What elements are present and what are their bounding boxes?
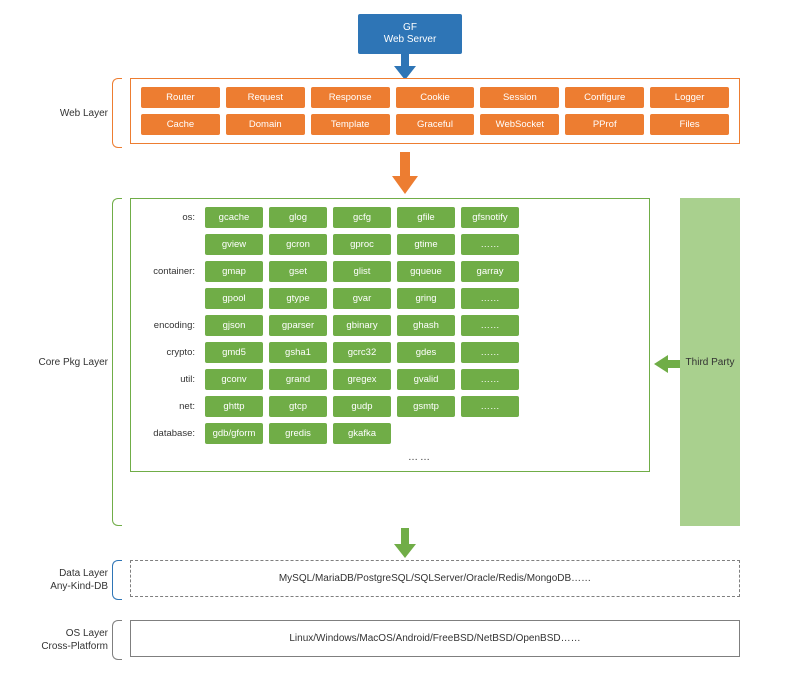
web-row: Cache Domain Template GracefulWebSocket PPro…: [141, 114, 729, 135]
data-layer-label: Data Layer Any-Kind-DB: [18, 560, 118, 600]
module-tag: Session: [480, 87, 559, 108]
core-more: ……: [141, 450, 639, 463]
module-tag: grand: [269, 369, 327, 390]
module-tag: gparser: [269, 315, 327, 336]
module-tag: gtcp: [269, 396, 327, 417]
module-tag: ……: [461, 234, 519, 255]
os-layer-box: Linux/Windows/MacOS/Android/FreeBSD/NetB…: [130, 620, 740, 657]
module-tag: gfile: [397, 207, 455, 228]
core-group-label: database:: [141, 428, 199, 439]
module-tag: Files: [650, 114, 729, 135]
arrow-web-to-core: [405, 152, 418, 194]
module-tag: gcfg: [333, 207, 391, 228]
module-tag: gvar: [333, 288, 391, 309]
core-row: database: gdb/gform gredis gkafka: [141, 423, 639, 444]
module-tag: gset: [269, 261, 327, 282]
module-tag: glog: [269, 207, 327, 228]
core-row: encoding: gjson gparser gbinary ghash ……: [141, 315, 639, 336]
module-tag: Template: [311, 114, 390, 135]
module-tag: gfsnotify: [461, 207, 519, 228]
module-tag: gvalid: [397, 369, 455, 390]
module-tag: Router: [141, 87, 220, 108]
module-tag: Logger: [650, 87, 729, 108]
module-tag: gring: [397, 288, 455, 309]
module-tag: Domain: [226, 114, 305, 135]
core-row: os: gcache glog gcfg gfile gfsnotify: [141, 207, 639, 228]
module-tag: gcrc32: [333, 342, 391, 363]
module-tag: gdes: [397, 342, 455, 363]
module-tag: gview: [205, 234, 263, 255]
module-tag: PProf: [565, 114, 644, 135]
third-party-box: Third Party: [680, 198, 740, 526]
module-tag: gcache: [205, 207, 263, 228]
core-group-label: crypto:: [141, 347, 199, 358]
module-tag: gdb/gform: [205, 423, 263, 444]
core-group-label: container:: [141, 266, 199, 277]
module-tag: gregex: [333, 369, 391, 390]
core-group-label: encoding:: [141, 320, 199, 331]
core-row: net: ghttp gtcp gudp gsmtp ……: [141, 396, 639, 417]
module-tag: Response: [311, 87, 390, 108]
module-tag: gudp: [333, 396, 391, 417]
module-tag: Cache: [141, 114, 220, 135]
module-tag: ……: [461, 369, 519, 390]
module-tag: gconv: [205, 369, 263, 390]
module-tag: Configure: [565, 87, 644, 108]
core-layer-label: Core Pkg Layer: [18, 198, 118, 526]
core-row: container: gmap gset glist gqueue garray: [141, 261, 639, 282]
core-row: gpool gtype gvar gring ……: [141, 288, 639, 309]
arrow-core-to-data: [405, 528, 416, 558]
os-layer-label: OS Layer Cross-Platform: [18, 620, 118, 660]
gf-webserver-box: GF Web Server: [358, 14, 462, 54]
module-tag: WebSocket: [480, 114, 559, 135]
module-tag: gredis: [269, 423, 327, 444]
module-tag: ghash: [397, 315, 455, 336]
web-layer-label: Web Layer: [18, 78, 118, 148]
module-tag: Request: [226, 87, 305, 108]
module-tag: gproc: [333, 234, 391, 255]
module-tag: gbinary: [333, 315, 391, 336]
web-row: Router Request Response CookieSession Config…: [141, 87, 729, 108]
module-tag: gjson: [205, 315, 263, 336]
core-row: gview gcron gproc gtime ……: [141, 234, 639, 255]
module-tag: ……: [461, 288, 519, 309]
core-layer-box: os: gcache glog gcfg gfile gfsnotify gview gcro…: [130, 198, 650, 472]
module-tag: ghttp: [205, 396, 263, 417]
module-tag: gpool: [205, 288, 263, 309]
top-line1: GF: [384, 22, 437, 34]
module-tag: gsha1: [269, 342, 327, 363]
module-tag: Cookie: [396, 87, 475, 108]
module-tag: gtype: [269, 288, 327, 309]
module-tag: Graceful: [396, 114, 475, 135]
core-group-label: util:: [141, 374, 199, 385]
core-group-label: os:: [141, 212, 199, 223]
module-tag: glist: [333, 261, 391, 282]
module-tag: gkafka: [333, 423, 391, 444]
module-tag: gqueue: [397, 261, 455, 282]
module-tag: ……: [461, 396, 519, 417]
module-tag: gsmtp: [397, 396, 455, 417]
architecture-diagram: GF Web Server Web Layer Router Request Res…: [0, 0, 800, 686]
web-layer-box: Router Request Response CookieSession Config…: [130, 78, 740, 144]
module-tag: garray: [461, 261, 519, 282]
core-row: util: gconv grand gregex gvalid ……: [141, 369, 639, 390]
module-tag: ……: [461, 315, 519, 336]
module-tag: gtime: [397, 234, 455, 255]
core-row: crypto: gmd5 gsha1 gcrc32 gdes ……: [141, 342, 639, 363]
module-tag: gmd5: [205, 342, 263, 363]
data-layer-box: MySQL/MariaDB/PostgreSQL/SQLServer/Oracl…: [130, 560, 740, 597]
module-tag: gmap: [205, 261, 263, 282]
core-group-label: net:: [141, 401, 199, 412]
top-line2: Web Server: [384, 34, 437, 46]
module-tag: ……: [461, 342, 519, 363]
module-tag: gcron: [269, 234, 327, 255]
arrow-top-to-web: [405, 54, 416, 80]
